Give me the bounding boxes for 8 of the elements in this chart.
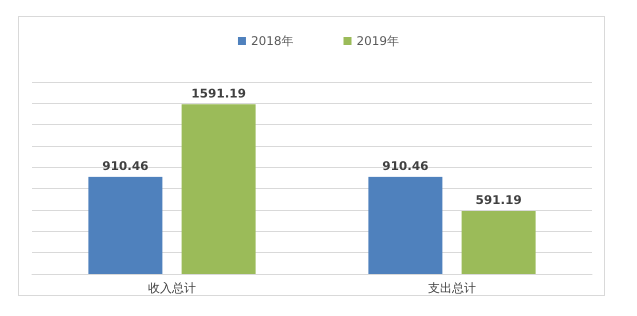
data-label: 591.19 xyxy=(475,192,522,207)
legend-label: 2018年 xyxy=(250,34,294,48)
data-label: 910.46 xyxy=(102,158,149,173)
legend-label: 2019年 xyxy=(356,34,400,48)
x-tick-label: 收入总计 xyxy=(148,281,196,295)
data-label: 910.46 xyxy=(382,158,429,173)
data-label: 1591.19 xyxy=(191,86,246,100)
x-tick-label: 支出总计 xyxy=(428,281,476,295)
